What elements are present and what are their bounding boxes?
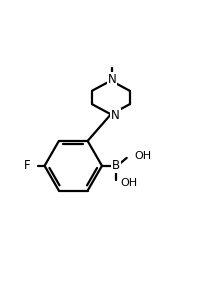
Text: OH: OH	[135, 150, 152, 161]
Text: B: B	[112, 159, 120, 172]
Text: OH: OH	[121, 178, 138, 188]
Text: F: F	[24, 159, 31, 172]
Text: N: N	[108, 73, 116, 86]
Text: N: N	[111, 109, 120, 122]
